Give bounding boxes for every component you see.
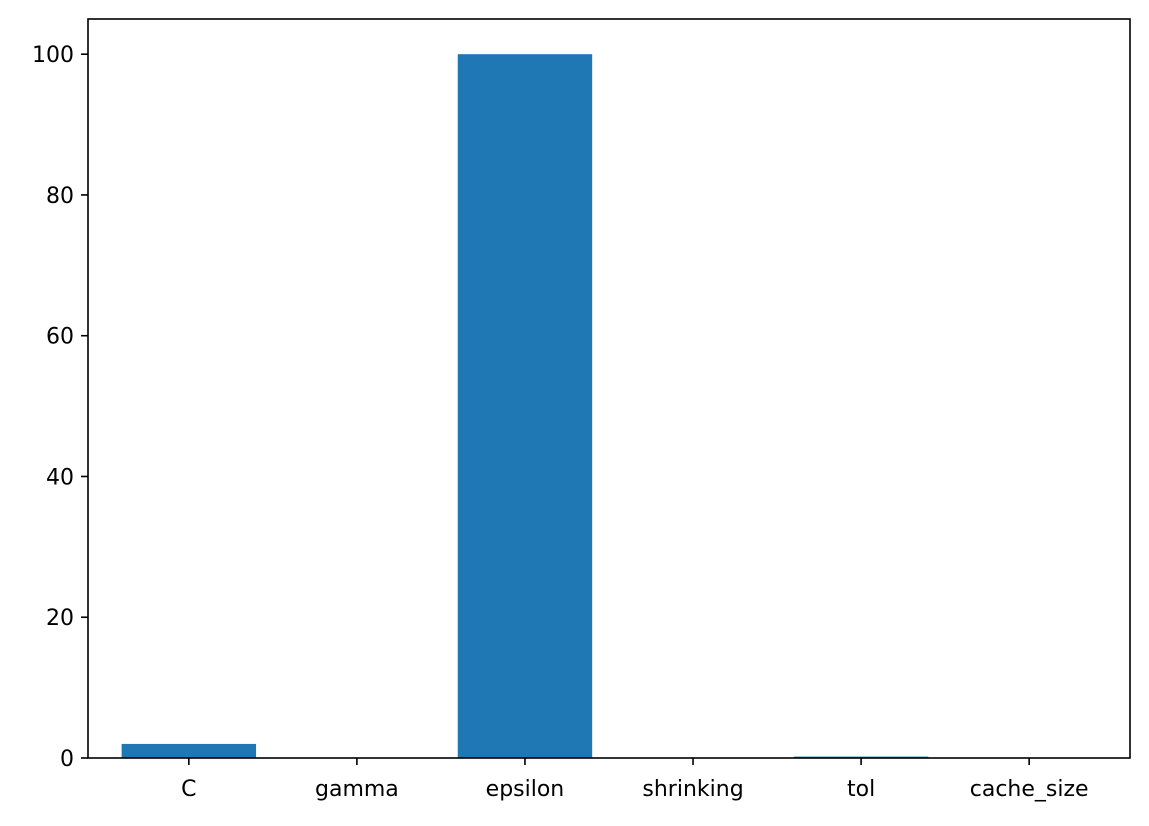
x-tick-label: tol — [847, 777, 875, 802]
x-tick-label: epsilon — [486, 777, 565, 802]
y-tick-label: 40 — [46, 465, 74, 490]
bar-C — [121, 743, 257, 758]
bar-epsilon — [457, 54, 593, 758]
y-tick-label: 80 — [46, 184, 74, 209]
plot-area-frame — [87, 18, 1131, 759]
y-tick-label: 60 — [46, 325, 74, 350]
y-tick-label: 100 — [32, 43, 74, 68]
x-tick-label: gamma — [315, 777, 399, 802]
y-tick-label: 0 — [60, 747, 74, 772]
y-tick-label: 20 — [46, 606, 74, 631]
bars-layer — [121, 54, 929, 758]
x-tick-label: C — [181, 777, 196, 802]
x-tick-label: cache_size — [970, 777, 1089, 802]
x-tick-label: shrinking — [642, 777, 743, 802]
